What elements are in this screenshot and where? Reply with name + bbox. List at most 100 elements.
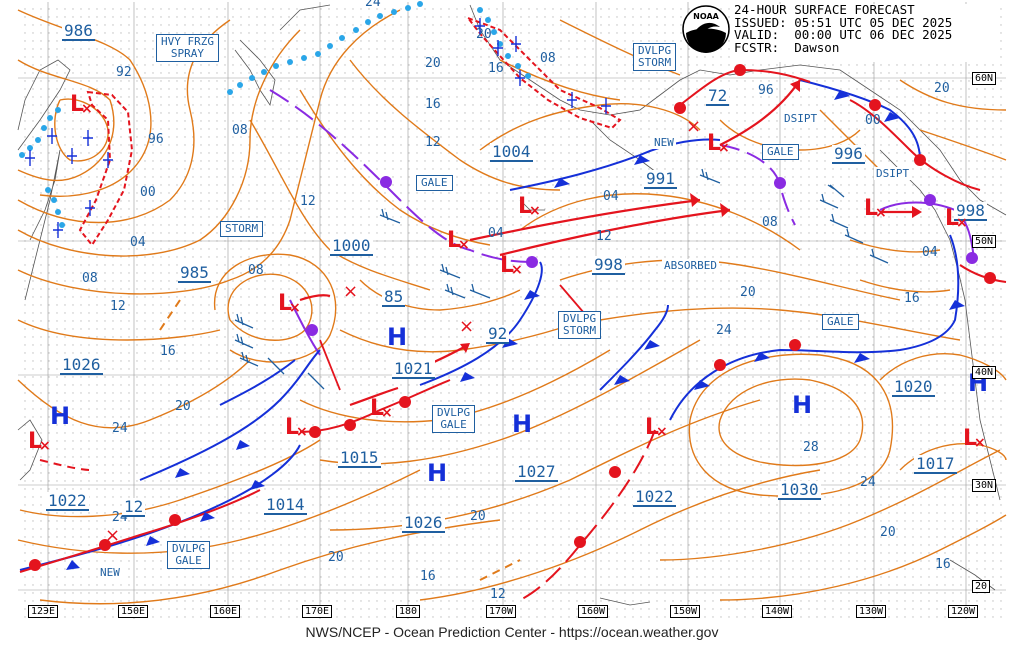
high-pressure-center: H <box>427 459 448 487</box>
isobar-label: 04 <box>130 235 146 250</box>
pressure-label: 998 <box>954 201 987 221</box>
former-low-position: × <box>686 116 702 137</box>
isobar-label: 16 <box>160 344 176 359</box>
isobar-label: 28 <box>803 440 819 455</box>
isobar-value-labels: 24 20 16 12 92 96 00 04 08 12 16 20 24 0… <box>82 0 951 602</box>
wind-barbs <box>234 168 889 390</box>
issued-time: ISSUED: 05:51 UTC 05 DEC 2025 <box>734 14 953 30</box>
longitude-label: 160W <box>578 605 609 618</box>
isobar-label: 16 <box>904 291 920 306</box>
cold-fronts <box>19 79 960 571</box>
isobar-label: 20 <box>880 525 896 540</box>
isobar-label: 12 <box>490 587 506 602</box>
isobar-label: 12 <box>596 229 612 244</box>
isobar-label: 08 <box>540 51 556 66</box>
forecast-title: 24-HOUR SURFACE FORECAST <box>734 2 915 17</box>
pressure-label: 85 <box>382 287 406 307</box>
storm-tracks <box>159 79 922 581</box>
pressure-label: 12 <box>122 497 146 517</box>
low-pressure-center: L × <box>278 291 301 317</box>
high-pressure-center: H <box>792 391 813 419</box>
former-low-position: × <box>343 281 359 302</box>
absorbed-label: ABSORBED <box>662 259 719 272</box>
isobar-label: 96 <box>148 132 164 147</box>
high-pressure-center: H <box>50 402 71 430</box>
warning-box-hvy-frzg-spray: HVY FRZG SPRAY <box>156 34 219 62</box>
warning-box-dvlpg-gale: DVLPG GALE <box>432 405 476 433</box>
isobar-label: 16 <box>935 557 951 572</box>
pressure-label: 1020 <box>892 377 935 397</box>
isobar-label: 24 <box>112 421 128 436</box>
longitude-label: 140W <box>762 605 793 618</box>
noaa-logo-text: NOAA <box>693 12 719 21</box>
pressure-label: 996 <box>832 144 865 164</box>
isobar-label: 12 <box>425 135 441 150</box>
isobar-label: 16 <box>420 569 436 584</box>
longitude-label: 180 <box>396 605 421 618</box>
former-low-position: × <box>105 525 121 546</box>
pressure-label: 72 <box>706 86 730 106</box>
isobar-label: 96 <box>758 83 774 98</box>
isobar-label: 20 <box>175 399 191 414</box>
longitude-label: 120W <box>948 605 979 618</box>
latitude-label: 60N <box>972 72 997 85</box>
dsipt-label: DSIPT <box>874 167 912 180</box>
pressure-label: 1022 <box>46 491 89 511</box>
isobar-label: 20 <box>328 550 344 565</box>
isobar-label: 20 <box>476 27 492 42</box>
pressure-label: 1021 <box>392 359 435 379</box>
pressure-label: 1026 <box>60 355 103 375</box>
longitude-label: 130W <box>856 605 887 618</box>
isobar-label: 92 <box>116 65 132 80</box>
pressure-label: 991 <box>644 169 677 189</box>
coastlines <box>17 4 1007 606</box>
isobar-label: 20 <box>934 81 950 96</box>
pressure-label: 1027 <box>515 462 558 482</box>
front-symbols <box>29 64 996 571</box>
pressure-label: 1015 <box>338 448 381 468</box>
pressure-label: 1026 <box>402 513 445 533</box>
graticule <box>18 2 1006 619</box>
isobar-label: 00 <box>865 113 881 128</box>
longitude-label: 170W <box>486 605 517 618</box>
low-pressure-center: L × <box>28 429 51 455</box>
warning-box-gale: GALE <box>822 314 859 330</box>
longitude-label: 160E <box>210 605 241 618</box>
high-pressure-center: H <box>387 323 408 351</box>
latitude-label: 50N <box>972 235 997 248</box>
isobar-label: 04 <box>922 245 938 260</box>
isobar-label: 12 <box>300 194 316 209</box>
isobar-label: 24 <box>716 323 732 338</box>
pressure-label: 1004 <box>490 142 533 162</box>
warning-box-dvlpg-storm: DVLPG STORM <box>558 311 602 339</box>
former-low-position: × <box>459 316 475 337</box>
low-pressure-center: L × <box>500 253 523 279</box>
low-pressure-center: L × <box>447 228 470 254</box>
low-pressure-center: L × <box>518 194 541 220</box>
high-pressure-center: H <box>512 410 533 438</box>
dot-grid <box>18 2 1006 619</box>
freezing-spray-areas <box>78 15 622 247</box>
low-pressure-center: L × <box>285 415 308 441</box>
noaa-logo: NOAA <box>682 5 730 53</box>
isobar-label: 12 <box>110 299 126 314</box>
isobar-label: 08 <box>232 123 248 138</box>
low-pressure-center: L × <box>945 206 968 232</box>
warning-box-dvlpg-storm: DVLPG STORM <box>633 43 677 71</box>
latitude-label: 40N <box>972 366 997 379</box>
low-pressure-center: L × <box>70 92 93 118</box>
forecaster: FCSTR: Dawson <box>734 39 840 55</box>
dsipt-label: DSIPT <box>782 112 820 125</box>
freezing-spray-symbols <box>25 18 611 238</box>
isobar-label: 20 <box>740 285 756 300</box>
valid-time: VALID: 00:00 UTC 06 DEC 2025 <box>734 27 953 42</box>
low-pressure-center: L × <box>370 396 393 422</box>
pressure-label: 1000 <box>330 236 373 256</box>
isobar-label: 08 <box>762 215 778 230</box>
pressure-label: 986 <box>62 21 95 41</box>
pressure-label: 998 <box>592 255 625 275</box>
pressure-label: 1022 <box>633 487 676 507</box>
new-label: NEW <box>652 136 676 149</box>
